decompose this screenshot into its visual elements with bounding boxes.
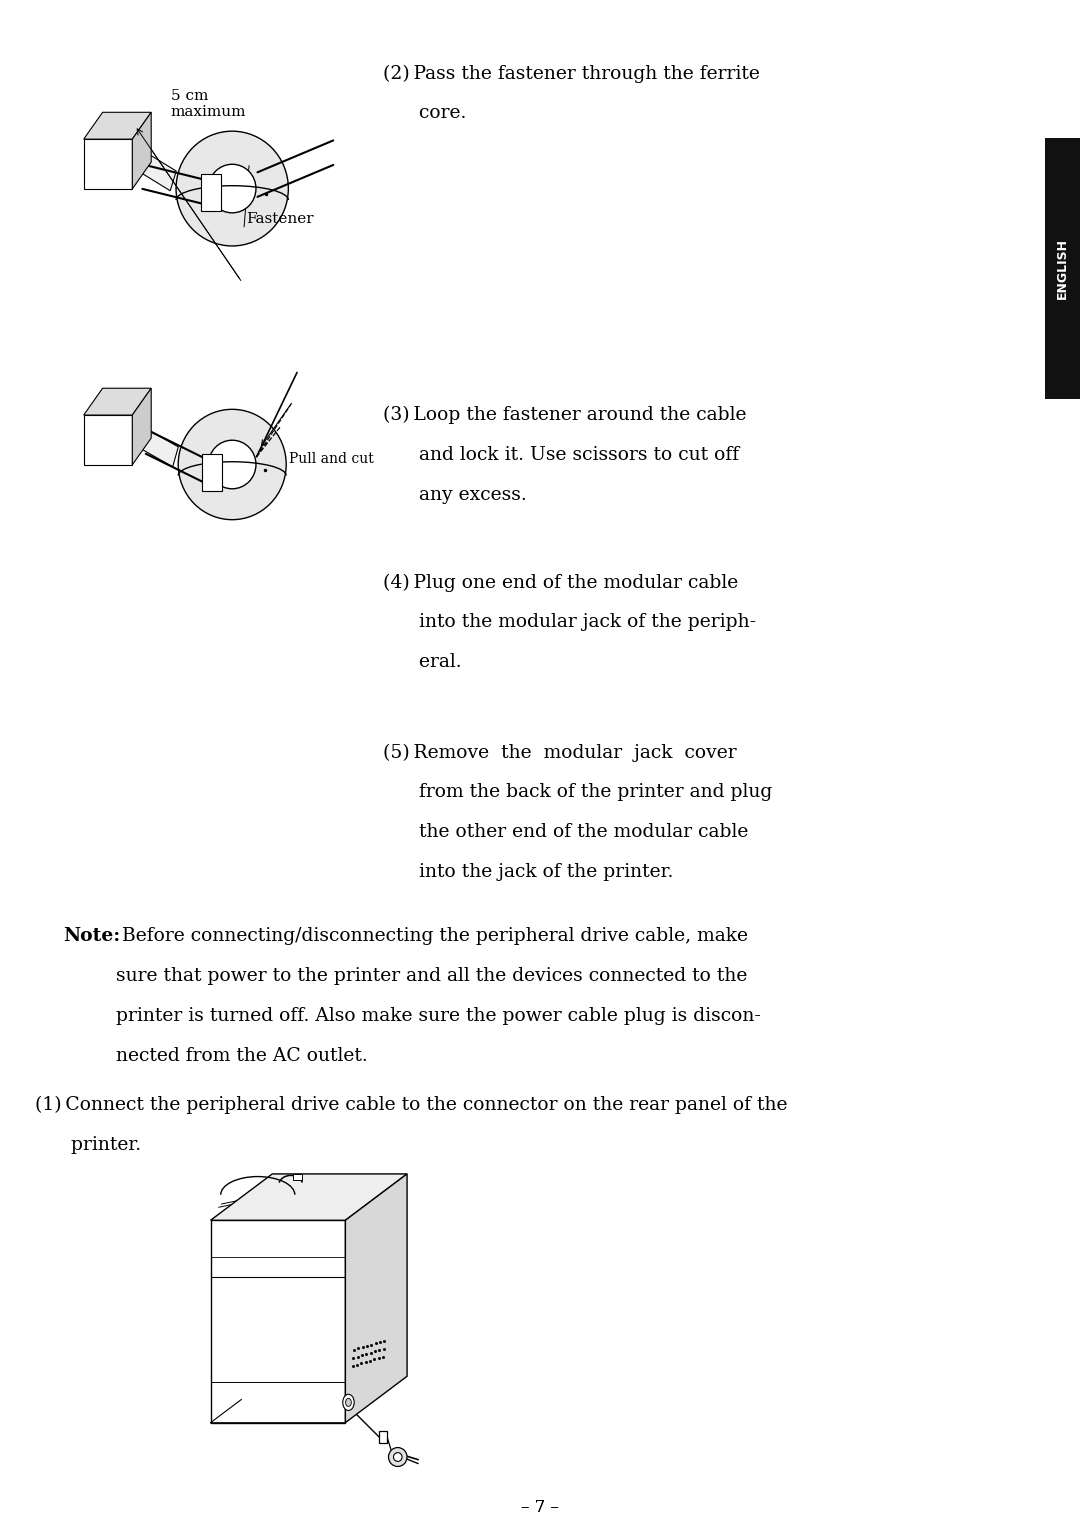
Ellipse shape: [208, 440, 256, 489]
Text: from the back of the printer and plug: from the back of the printer and plug: [383, 783, 772, 802]
Text: ENGLISH: ENGLISH: [1056, 238, 1069, 299]
Text: into the jack of the printer.: into the jack of the printer.: [383, 863, 674, 881]
Text: into the modular jack of the periph-: into the modular jack of the periph-: [383, 613, 756, 632]
Text: – 7 –: – 7 –: [521, 1499, 559, 1516]
Text: Pull and cut: Pull and cut: [289, 452, 374, 466]
Text: (2) Pass the fastener through the ferrite: (2) Pass the fastener through the ferrit…: [383, 64, 760, 83]
Text: core.: core.: [383, 104, 467, 123]
Polygon shape: [202, 454, 221, 491]
Polygon shape: [84, 415, 133, 464]
Polygon shape: [294, 1174, 301, 1180]
Text: printer.: printer.: [35, 1136, 140, 1154]
Polygon shape: [84, 140, 133, 189]
Text: sure that power to the printer and all the devices connected to the: sure that power to the printer and all t…: [116, 967, 747, 986]
Text: 5 cm
maximum: 5 cm maximum: [171, 89, 246, 120]
Polygon shape: [84, 388, 151, 415]
Circle shape: [346, 1398, 351, 1406]
Text: (5) Remove  the  modular  jack  cover: (5) Remove the modular jack cover: [383, 744, 737, 762]
Polygon shape: [201, 175, 220, 212]
Text: – 7 –: – 7 –: [521, 1499, 559, 1516]
Ellipse shape: [176, 132, 288, 245]
Polygon shape: [133, 112, 151, 189]
Polygon shape: [84, 112, 151, 140]
Text: Before connecting/disconnecting the peripheral drive cable, make: Before connecting/disconnecting the peri…: [116, 927, 747, 946]
Text: (4) Plug one end of the modular cable: (4) Plug one end of the modular cable: [383, 573, 739, 592]
Text: nected from the AC outlet.: nected from the AC outlet.: [116, 1047, 367, 1065]
Ellipse shape: [208, 164, 256, 213]
Text: (1) Connect the peripheral drive cable to the connector on the rear panel of the: (1) Connect the peripheral drive cable t…: [35, 1096, 787, 1114]
Circle shape: [342, 1395, 354, 1410]
Polygon shape: [211, 1220, 346, 1423]
Text: and lock it. Use scissors to cut off: and lock it. Use scissors to cut off: [383, 446, 740, 464]
Text: any excess.: any excess.: [383, 486, 527, 504]
Text: (3) Loop the fastener around the cable: (3) Loop the fastener around the cable: [383, 406, 747, 425]
Text: Note:: Note:: [63, 927, 120, 946]
Polygon shape: [211, 1174, 407, 1220]
Text: Fastener: Fastener: [246, 212, 314, 225]
Ellipse shape: [178, 409, 286, 520]
Text: eral.: eral.: [383, 653, 462, 671]
Ellipse shape: [389, 1447, 407, 1467]
Text: printer is turned off. Also make sure the power cable plug is discon-: printer is turned off. Also make sure th…: [116, 1007, 760, 1026]
Bar: [1045, 138, 1080, 399]
Polygon shape: [346, 1174, 407, 1423]
Ellipse shape: [393, 1453, 402, 1461]
Polygon shape: [379, 1430, 387, 1443]
Polygon shape: [143, 155, 176, 190]
Polygon shape: [143, 431, 178, 466]
Text: the other end of the modular cable: the other end of the modular cable: [383, 823, 748, 842]
Polygon shape: [133, 388, 151, 464]
